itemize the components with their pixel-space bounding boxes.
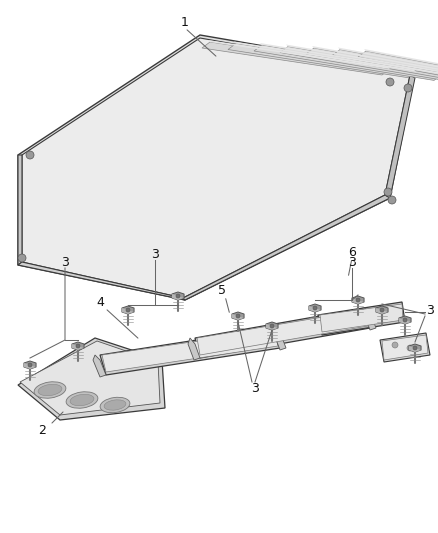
- Circle shape: [404, 84, 412, 92]
- Circle shape: [18, 254, 26, 262]
- Circle shape: [384, 188, 392, 196]
- Circle shape: [407, 345, 413, 351]
- Ellipse shape: [34, 382, 66, 398]
- Circle shape: [126, 308, 130, 312]
- Ellipse shape: [38, 384, 62, 395]
- Polygon shape: [312, 46, 438, 80]
- Polygon shape: [382, 335, 428, 360]
- Polygon shape: [172, 294, 184, 300]
- Polygon shape: [306, 48, 438, 86]
- Polygon shape: [18, 262, 185, 300]
- Polygon shape: [188, 338, 200, 360]
- Circle shape: [313, 306, 317, 310]
- Text: 1: 1: [181, 15, 189, 28]
- Polygon shape: [18, 35, 415, 300]
- Circle shape: [26, 151, 34, 159]
- Text: 3: 3: [426, 303, 434, 317]
- Circle shape: [356, 298, 360, 302]
- Polygon shape: [352, 298, 364, 304]
- Circle shape: [386, 78, 394, 86]
- Polygon shape: [234, 42, 416, 72]
- Polygon shape: [72, 342, 84, 350]
- Polygon shape: [100, 328, 280, 375]
- Polygon shape: [232, 312, 244, 320]
- Polygon shape: [409, 344, 421, 352]
- Polygon shape: [364, 49, 438, 85]
- Polygon shape: [122, 308, 134, 314]
- Ellipse shape: [100, 397, 130, 413]
- Polygon shape: [24, 363, 36, 369]
- Polygon shape: [254, 45, 438, 80]
- Polygon shape: [280, 46, 438, 83]
- Polygon shape: [208, 40, 390, 69]
- Text: 3: 3: [61, 255, 69, 269]
- Circle shape: [413, 346, 417, 350]
- Polygon shape: [232, 314, 244, 320]
- Polygon shape: [93, 355, 106, 377]
- Polygon shape: [376, 306, 388, 314]
- Polygon shape: [286, 44, 438, 77]
- Text: 4: 4: [96, 295, 104, 309]
- Polygon shape: [364, 308, 376, 330]
- Polygon shape: [122, 306, 134, 314]
- Polygon shape: [183, 195, 390, 300]
- Polygon shape: [309, 304, 321, 312]
- Polygon shape: [352, 296, 364, 304]
- Circle shape: [270, 324, 274, 328]
- Circle shape: [76, 344, 80, 348]
- Circle shape: [176, 294, 180, 298]
- Polygon shape: [260, 43, 438, 75]
- Polygon shape: [266, 322, 278, 330]
- Polygon shape: [18, 338, 165, 420]
- Circle shape: [388, 196, 396, 204]
- Polygon shape: [72, 344, 84, 350]
- Polygon shape: [385, 75, 415, 198]
- Polygon shape: [102, 330, 278, 372]
- Polygon shape: [228, 44, 416, 78]
- Ellipse shape: [66, 392, 98, 408]
- Polygon shape: [20, 341, 160, 415]
- Circle shape: [403, 318, 407, 322]
- Polygon shape: [309, 306, 321, 312]
- Circle shape: [236, 314, 240, 318]
- Ellipse shape: [70, 394, 94, 406]
- Polygon shape: [320, 304, 403, 332]
- Polygon shape: [376, 308, 388, 314]
- Text: 5: 5: [218, 284, 226, 296]
- Polygon shape: [195, 308, 370, 358]
- Polygon shape: [358, 51, 438, 91]
- Polygon shape: [332, 50, 438, 88]
- Polygon shape: [338, 47, 438, 83]
- Ellipse shape: [104, 400, 126, 410]
- Polygon shape: [22, 38, 410, 298]
- Polygon shape: [409, 346, 421, 352]
- Circle shape: [380, 308, 384, 312]
- Polygon shape: [172, 292, 184, 300]
- Polygon shape: [274, 328, 286, 350]
- Polygon shape: [24, 361, 36, 369]
- Circle shape: [392, 342, 398, 348]
- Text: 3: 3: [151, 247, 159, 261]
- Polygon shape: [197, 310, 368, 355]
- Polygon shape: [380, 333, 430, 362]
- Polygon shape: [202, 42, 390, 75]
- Text: 6: 6: [348, 246, 356, 259]
- Circle shape: [28, 363, 32, 367]
- Polygon shape: [18, 155, 22, 265]
- Polygon shape: [318, 302, 405, 335]
- Polygon shape: [399, 316, 411, 324]
- Text: 2: 2: [38, 424, 46, 437]
- Text: 3: 3: [251, 382, 259, 394]
- Polygon shape: [399, 318, 411, 324]
- Polygon shape: [266, 324, 278, 330]
- Text: 3: 3: [348, 255, 356, 269]
